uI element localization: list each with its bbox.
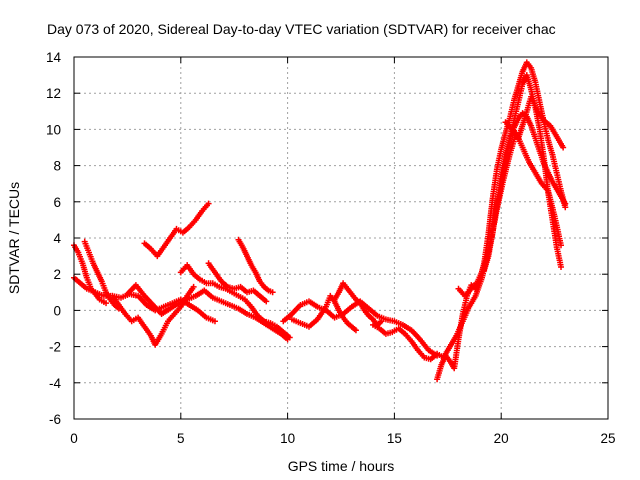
data-point	[352, 327, 359, 334]
x-axis-label: GPS time / hours	[288, 458, 395, 474]
series-arc-4	[109, 283, 197, 348]
data-layer	[71, 59, 569, 383]
series-arc-17	[502, 93, 567, 151]
y-tick-label: 14	[46, 50, 62, 65]
y-tick-label: -2	[49, 340, 61, 355]
chart-title: Day 073 of 2020, Sidereal Day-to-day VTE…	[47, 21, 556, 37]
series-arc-12	[331, 280, 385, 328]
y-axis-label: SDTVAR / TECUs	[6, 182, 22, 294]
y-tick-label: 4	[53, 231, 61, 246]
y-tick-label: 8	[53, 159, 61, 174]
x-tick-label: 0	[70, 431, 78, 446]
data-point	[211, 318, 218, 325]
series-arc-11	[288, 292, 359, 334]
x-tick-label: 10	[280, 431, 295, 446]
data-point	[562, 200, 569, 207]
x-tick-label: 20	[494, 431, 509, 446]
series-arc-9	[235, 236, 276, 296]
data-point	[378, 318, 385, 325]
data-point	[190, 283, 197, 290]
data-point	[558, 242, 565, 249]
data-point	[560, 144, 567, 151]
series-arc-6	[141, 200, 212, 260]
data-point	[263, 298, 270, 305]
data-point	[103, 300, 110, 307]
data-point	[205, 200, 212, 207]
data-point	[286, 334, 293, 341]
y-tick-label: 0	[53, 303, 61, 318]
y-tick-label: 12	[46, 86, 61, 101]
series-arc-8	[205, 260, 270, 305]
series-arc-16	[455, 130, 565, 299]
series-arc-10	[280, 298, 441, 359]
x-tick-label: 5	[177, 431, 185, 446]
y-tick-label: 10	[46, 122, 61, 137]
y-tick-label: -4	[49, 376, 61, 391]
data-point	[269, 289, 276, 296]
series-arc-7	[177, 262, 293, 341]
x-tick-label: 15	[387, 431, 402, 446]
y-tick-label: 6	[53, 195, 61, 210]
series-arc-13	[370, 72, 565, 363]
x-tick-label: 25	[600, 431, 615, 446]
data-point	[558, 263, 565, 270]
tick-layer: 0 5 10 15 20 25 -6 -4 -2 0 2 4 6 8 10 12 14	[46, 50, 616, 446]
y-tick-label: -6	[49, 412, 61, 427]
y-tick-label: 2	[53, 267, 61, 282]
